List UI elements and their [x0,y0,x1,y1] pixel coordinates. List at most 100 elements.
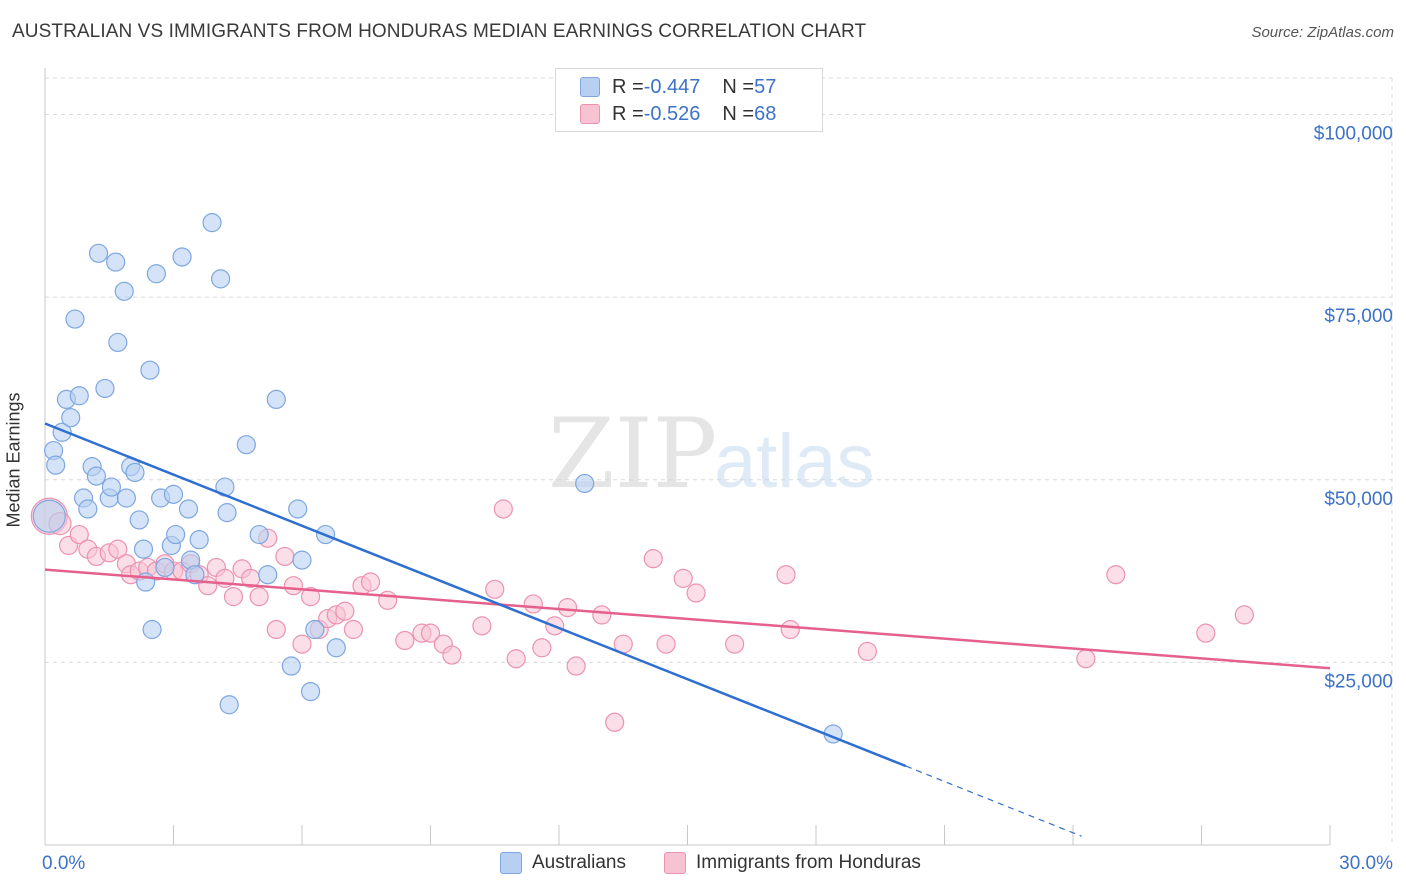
data-point-honduras [592,605,612,625]
data-point-honduras [857,641,878,662]
data-point-australians [189,530,209,550]
data-point-australians [88,243,109,263]
data-point-honduras [493,499,513,519]
trendline-honduras [44,568,1331,670]
data-point-honduras [283,576,304,596]
data-point-honduras [686,583,706,603]
data-point-australians [65,309,85,329]
data-point-australians [140,360,160,380]
data-point-australians [125,462,145,483]
data-point-honduras [275,546,295,567]
data-point-honduras [266,619,286,640]
data-point-australians [32,499,66,533]
data-point-australians [575,473,595,494]
data-point-honduras [485,579,505,599]
legend-swatch-pink [580,104,600,124]
data-point-australians [114,281,134,301]
legend-item-honduras: Immigrants from Honduras [664,852,921,874]
data-point-honduras [335,601,355,621]
data-point-australians [305,619,325,640]
y-tick-label: $75,000 [1324,306,1393,327]
data-point-australians [106,252,126,272]
legend-label-honduras: Immigrants from Honduras [696,852,921,873]
data-point-honduras [566,656,586,676]
data-point-australians [95,378,115,399]
legend-row-honduras: R = -0.526 N = 68 [580,102,776,126]
data-point-australians [178,499,199,519]
watermark-atlas: atlas [714,419,875,504]
correlation-legend: R = -0.447 N = 57 R = -0.526 N = 68 [555,68,823,132]
watermark: ZIP atlas [548,398,875,510]
data-point-honduras [300,587,321,607]
data-point-australians [258,565,278,585]
x-tick-label: 30.0% [1339,853,1393,874]
legend-row-australians: R = -0.447 N = 57 [580,75,776,99]
data-point-honduras [1076,649,1096,669]
data-point-australians [129,510,149,530]
data-point-honduras [249,587,269,607]
data-point-honduras [69,524,89,545]
source-label: Source: ZipAtlas.com [1251,24,1394,41]
data-point-australians [266,389,286,410]
data-point-australians [166,524,186,545]
x-tick-label: 0.0% [42,853,85,874]
n-value: 57 [754,75,777,98]
y-tick-label: $100,000 [1314,124,1393,145]
data-point-honduras [643,549,663,569]
data-point-australians [61,408,81,428]
data-point-australians [202,213,222,233]
data-point-australians [281,656,301,676]
data-point-honduras [343,619,363,640]
r-value: -0.526 [643,102,701,125]
axis-layer [44,68,1331,846]
tick-labels: $25,000 $50,000 $75,000 $100,000 0.0% 30.0% [42,124,1393,874]
data-point-honduras [1234,605,1254,625]
trendlines [44,422,1331,837]
data-point-australians [249,524,269,545]
data-point-honduras [605,712,625,732]
legend-swatch-pink [664,852,686,874]
trendline-australians-extension [905,765,1082,837]
data-point-honduras [420,623,441,643]
n-label: N = [722,75,755,98]
series-legend: Australians Immigrants from Honduras [0,852,1406,878]
data-point-honduras [1196,623,1216,643]
data-point-australians [211,269,231,289]
data-point-australians [326,638,346,658]
r-label: R = [612,75,644,98]
data-point-australians [69,386,89,406]
data-point-australians [86,466,107,486]
data-point-honduras [360,572,381,592]
data-point-honduras [108,539,128,559]
y-tick-label: $50,000 [1324,489,1393,510]
r-label: R = [612,102,644,125]
data-point-australians [163,484,184,504]
series-australians [32,213,843,744]
data-point-honduras [506,649,526,669]
legend-label-australians: Australians [532,852,626,873]
data-point-australians [172,247,192,267]
data-point-honduras [1106,565,1126,585]
r-value: -0.447 [643,75,701,98]
legend-swatch-blue [500,852,522,874]
data-point-honduras [223,587,244,607]
data-point-australians [155,557,175,578]
data-point-honduras [442,645,462,665]
data-point-australians [217,503,237,523]
n-label: N = [722,102,755,125]
data-point-honduras [532,638,552,658]
data-point-australians [46,455,66,475]
y-tick-label: $25,000 [1324,671,1393,692]
data-point-australians [219,695,239,715]
data-point-australians [300,681,321,702]
data-point-australians [236,435,256,455]
data-point-australians [288,499,308,519]
trendline-australians [44,422,907,768]
watermark-zip: ZIP [548,398,717,510]
data-point-australians [133,539,154,559]
data-point-honduras [378,590,398,610]
data-point-honduras [472,616,492,636]
data-point-australians [142,619,162,640]
data-point-honduras [673,568,693,588]
